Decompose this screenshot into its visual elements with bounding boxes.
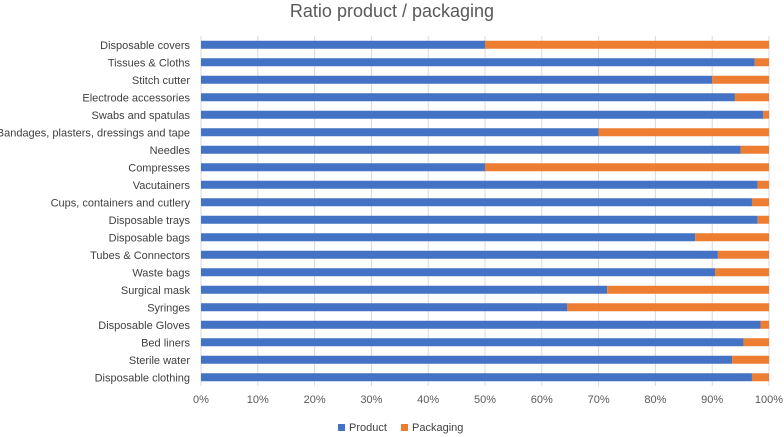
bar-packaging (485, 163, 769, 172)
bar-packaging (751, 198, 769, 207)
bar-packaging (740, 145, 769, 154)
bar-packaging (567, 303, 769, 312)
bar-packaging (743, 338, 769, 347)
bar-product (201, 40, 485, 49)
bar-packaging (717, 250, 769, 259)
category-label: Disposable trays (109, 215, 191, 227)
x-tick-label: 70% (588, 394, 610, 406)
x-tick-label: 50% (474, 394, 496, 406)
bar-product (201, 338, 744, 347)
category-label: Tubes & Connectors (90, 250, 190, 262)
x-tick-label: 60% (531, 394, 553, 406)
bar-product (201, 355, 733, 364)
category-label: Surgical mask (121, 285, 191, 297)
gridlines (200, 36, 770, 386)
bar-product (201, 93, 735, 102)
bar-product (201, 268, 716, 277)
bar-product (201, 303, 568, 312)
legend-label-product: Product (349, 422, 387, 434)
bar-packaging (732, 355, 769, 364)
category-label: Bed liners (141, 337, 190, 349)
bar-packaging (734, 93, 769, 102)
legend-swatch-product (338, 424, 345, 431)
bar-product (201, 75, 713, 84)
category-label: Waste bags (132, 267, 190, 279)
bar-packaging (715, 268, 769, 277)
category-label: Bandages, plasters, dressings and tape (0, 127, 190, 139)
bar-packaging (598, 128, 769, 137)
bar-packaging (607, 285, 769, 294)
bar-packaging (754, 58, 769, 67)
category-label: Sterile water (129, 355, 190, 367)
category-label: Electrode accessories (82, 92, 190, 104)
bar-packaging (757, 180, 769, 189)
bar-product (201, 145, 741, 154)
bar-packaging (485, 40, 769, 49)
category-label: Disposable covers (100, 40, 190, 52)
bar-packaging (695, 233, 769, 242)
bar-packaging (712, 75, 769, 84)
legend-label-packaging: Packaging (412, 422, 463, 434)
x-tick-label: 0% (193, 394, 209, 406)
bars (201, 40, 769, 382)
bar-packaging (763, 110, 769, 119)
x-tick-label: 40% (417, 394, 439, 406)
x-tick-label: 80% (644, 394, 666, 406)
category-label: Syringes (147, 302, 190, 314)
bar-product (201, 233, 696, 242)
bar-product (201, 163, 485, 172)
bar-product (201, 180, 758, 189)
bar-packaging (757, 215, 769, 224)
bar-product (201, 285, 608, 294)
category-label: Disposable clothing (95, 372, 190, 384)
bar-product (201, 110, 764, 119)
x-tick-label: 90% (701, 394, 723, 406)
category-label: Swabs and spatulas (92, 110, 191, 122)
category-label: Vacutainers (133, 180, 191, 192)
category-label: Stitch cutter (132, 75, 190, 87)
category-label: Compresses (128, 162, 190, 174)
bar-product (201, 215, 758, 224)
category-label: Disposable Gloves (98, 320, 190, 332)
legend-swatch-packaging (401, 424, 408, 431)
bar-product (201, 320, 761, 329)
legend: Product Packaging (338, 422, 463, 434)
bar-product (201, 250, 718, 259)
category-label: Needles (150, 145, 191, 157)
category-label: Cups, containers and cutlery (51, 197, 191, 209)
bar-packaging (760, 320, 769, 329)
x-tick-label: 100% (755, 394, 783, 406)
bar-packaging (751, 373, 769, 382)
category-label: Tissues & Cloths (108, 57, 191, 69)
x-axis-tick-labels: 0% 10% 20% 30% 40% 50% 60% 70% 80% 90% 100% (193, 394, 783, 406)
x-tick-label: 10% (247, 394, 269, 406)
chart-title: Ratio product / packaging (290, 1, 494, 21)
bar-product (201, 198, 752, 207)
category-labels: Disposable covers Tissues & Cloths Stitch … (0, 40, 191, 385)
bar-product (201, 128, 599, 137)
x-tick-label: 30% (360, 394, 382, 406)
bar-product (201, 58, 755, 67)
bar-product (201, 373, 752, 382)
x-tick-label: 20% (304, 394, 326, 406)
category-label: Disposable bags (109, 232, 191, 244)
